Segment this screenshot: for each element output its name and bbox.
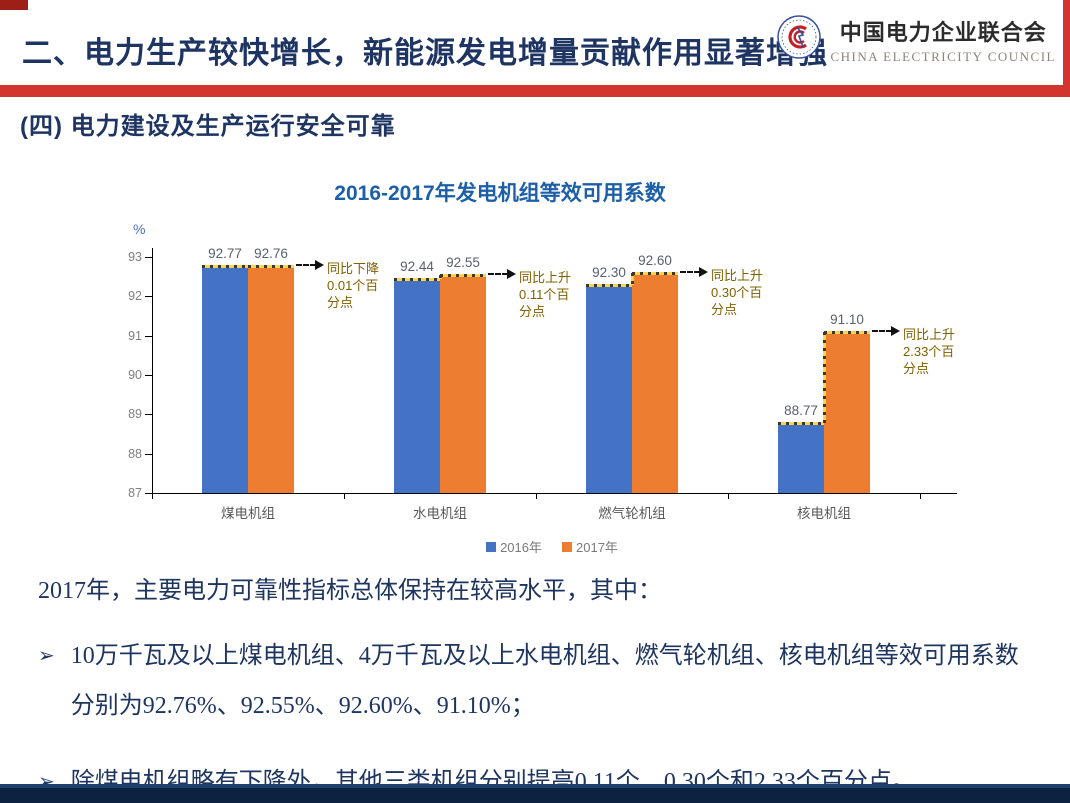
annotation-arrow [680, 270, 700, 273]
bar-chart-plot-area: 87 88 89 90 91 92 93 92.77 92.76 同比下降 0.01个百 分点煤电机组… [128, 246, 957, 521]
x-axis-tick [152, 494, 153, 499]
y-axis-unit-label: % [133, 221, 146, 237]
data-label-2017: 92.60 [638, 252, 672, 268]
category-label: 核电机组 [797, 506, 851, 521]
bar-2017 [632, 272, 678, 493]
y-axis-tick-label: 91 [128, 328, 142, 343]
y-axis-line [152, 248, 153, 493]
connector-line [586, 283, 632, 287]
legend-item: 2017年 [562, 537, 618, 556]
org-name-en: CHINA ELECTRICITY COUNCIL [830, 48, 1056, 64]
category-label: 水电机组 [413, 506, 467, 521]
annotation-text: 同比上升 0.11个百 分点 [519, 269, 572, 319]
y-axis-tick [145, 257, 152, 258]
annotation-text: 同比上升 0.30个百 分点 [711, 267, 764, 317]
connector-line [631, 272, 634, 285]
annotation-arrowhead [891, 325, 900, 336]
org-logo: 中国电力企业联合会 CHINA ELECTRICITY COUNCIL [776, 14, 1056, 65]
y-axis-tick [145, 296, 152, 298]
org-name: 中国电力企业联合会 CHINA ELECTRICITY COUNCIL [830, 15, 1056, 65]
annotation-arrow [296, 264, 316, 267]
page-title: 二、电力生产较快增长，新能源发电增量贡献作用显著增强 [22, 37, 828, 70]
data-label-2017: 92.76 [254, 246, 288, 262]
y-axis-tick-label: 93 [128, 250, 142, 264]
body-text: 2017年，主要电力可靠性指标总体保持在较高水平，其中： ➢ 10万千瓦及以上煤… [38, 570, 1038, 803]
annotation-arrow [488, 272, 508, 275]
y-axis-tick [145, 493, 152, 494]
y-axis-tick [145, 453, 152, 455]
bar-2016 [778, 423, 824, 493]
annotation-arrowhead [699, 266, 708, 277]
connector-line [823, 331, 826, 424]
connector-line [778, 422, 824, 426]
chart-title: 2016-2017年发电机组等效可用系数 [334, 182, 666, 205]
section-heading: (四) 电力建设及生产运行安全可靠 [20, 113, 396, 140]
data-label-2017: 91.10 [830, 311, 864, 327]
connector-line [248, 265, 294, 269]
annotation-arrowhead [507, 268, 516, 279]
bar-2017 [440, 274, 486, 493]
x-axis-tick [920, 494, 921, 499]
corner-accent [0, 0, 28, 10]
legend-swatch [486, 541, 497, 552]
intro-line: 2017年，主要电力可靠性指标总体保持在较高水平，其中： [38, 578, 662, 604]
connector-line [440, 273, 486, 277]
y-axis-tick-label: 87 [128, 486, 142, 500]
y-axis-tick-label: 92 [128, 289, 142, 304]
annotation-arrow [872, 329, 892, 332]
annotation-arrowhead [315, 260, 324, 271]
data-label-2016: 92.44 [400, 259, 434, 275]
legend-label: 2016年 [500, 540, 542, 555]
y-axis-tick [145, 414, 152, 416]
connector-line [439, 274, 442, 279]
x-axis-tick [536, 494, 537, 499]
red-divider-bar [0, 85, 1070, 97]
connector-line [824, 330, 870, 334]
bullet-arrow-icon: ➢ [38, 645, 55, 667]
legend-swatch [562, 541, 572, 552]
y-axis-tick [145, 335, 152, 337]
bar-2016 [394, 279, 440, 493]
annotation-text: 同比下降 0.01个百 分点 [327, 261, 380, 311]
category-label: 煤电机组 [221, 506, 275, 521]
annotation-text: 同比上升 2.33个百 分点 [903, 326, 956, 376]
footer-bar [0, 784, 1070, 803]
y-axis-tick [145, 375, 152, 376]
legend-label: 2017年 [576, 540, 618, 555]
x-axis-tick [344, 494, 345, 499]
x-axis-line [152, 493, 957, 494]
bar-2017 [248, 266, 294, 493]
bullet-item: ➢ 10万千瓦及以上煤电机组、4万千瓦及以上水电机组、燃气轮机组、核电机组等效可… [38, 631, 1038, 731]
right-edge-accent [1063, 0, 1070, 97]
legend-item: 2016年 [486, 537, 542, 556]
connector-line [202, 265, 248, 269]
category-label: 燃气轮机组 [598, 506, 666, 521]
bar-2016 [202, 266, 248, 493]
bullet-text: 10万千瓦及以上煤电机组、4万千瓦及以上水电机组、燃气轮机组、核电机组等效可用系… [70, 643, 1019, 719]
y-axis-tick-label: 88 [128, 446, 142, 461]
org-name-cn: 中国电力企业联合会 [839, 19, 1047, 45]
y-axis-tick-label: 90 [128, 368, 142, 382]
connector-line [394, 278, 440, 282]
chart-legend: 2016年 2017年 [152, 537, 952, 556]
bar-2016 [586, 284, 632, 493]
cec-emblem-icon [776, 14, 822, 65]
data-label-2016: 88.77 [784, 403, 818, 419]
data-label-2016: 92.30 [592, 264, 626, 280]
connector-line [632, 271, 678, 275]
bar-2017 [824, 331, 870, 493]
y-axis-tick-label: 89 [128, 407, 142, 422]
x-axis-tick [728, 494, 729, 499]
data-label-2017: 92.55 [446, 254, 480, 270]
header: 二、电力生产较快增长，新能源发电增量贡献作用显著增强 中国电力企业联合会 CHI… [0, 0, 1070, 97]
data-label-2016: 92.77 [208, 246, 242, 262]
